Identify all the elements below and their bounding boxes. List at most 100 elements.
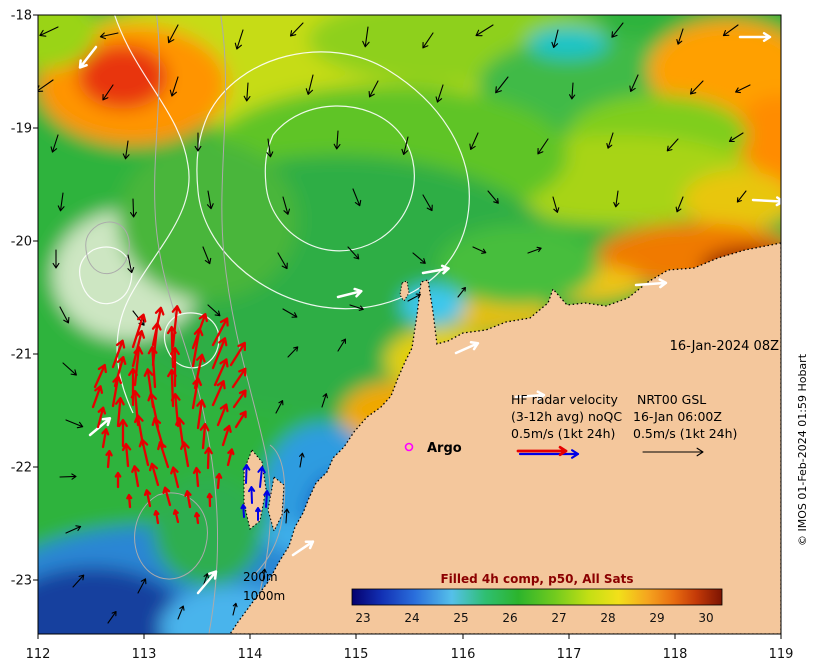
gsl-vector-arrow xyxy=(422,32,434,49)
sst-patch xyxy=(153,476,263,586)
gsl-vector-arrow xyxy=(537,138,549,155)
y-tick-label: -22 xyxy=(11,461,32,476)
hf-radar-vector-arrow xyxy=(114,471,122,489)
hf-radar-vector-arrow-blue xyxy=(257,466,266,488)
hf-radar-vector-arrow xyxy=(192,466,201,488)
hf-radar-vector-arrow-blue xyxy=(248,486,256,504)
gsl-vector-arrow xyxy=(606,132,614,149)
gsl-vector-arrow xyxy=(611,22,624,38)
gsl-vector-arrow xyxy=(722,24,739,37)
hf-radar-vector-arrow xyxy=(196,399,206,430)
hf-radar-vector-arrow xyxy=(138,438,150,467)
argo-label: Argo xyxy=(427,441,462,456)
hf-radar-vector-arrow xyxy=(157,441,170,469)
gsl-vector-arrow xyxy=(282,196,291,215)
hf-radar-vector-arrow xyxy=(232,389,247,409)
hf-radar-vector-arrow xyxy=(111,375,123,408)
white-current-arrow xyxy=(336,287,363,299)
white-current-arrow xyxy=(751,196,781,207)
y-axis-labels: -18 -19 -20 -21 -22 -23 xyxy=(11,9,32,589)
hf-radar-vector-arrow xyxy=(147,345,158,389)
white-current-arrow xyxy=(634,278,668,289)
gsl-vector-arrow xyxy=(337,338,346,352)
gsl-vector-arrow xyxy=(666,138,679,152)
gsl-vector-arrow xyxy=(275,400,284,414)
gsl-vector-arrow xyxy=(232,602,238,616)
cb-tick: 28 xyxy=(600,611,615,625)
hf-radar-vector-arrow xyxy=(221,424,232,447)
cb-tick: 26 xyxy=(502,611,517,625)
hf-radar-vector-arrow xyxy=(231,367,247,389)
gsl-vector-arrow xyxy=(206,190,214,210)
hf-radar-vector-arrow xyxy=(96,406,107,429)
gsl-vector-arrow xyxy=(52,249,60,269)
hf-radar-vector-arrow xyxy=(206,492,213,508)
hf-radar-vector-arrow xyxy=(131,465,140,488)
gsl-vector-arrow xyxy=(676,28,684,45)
gsl-vector-arrow xyxy=(234,29,244,50)
gsl-vector-arrow xyxy=(283,508,290,524)
gsl-vector-arrow xyxy=(352,188,362,207)
gsl-vector-arrow xyxy=(122,140,130,160)
y-tick-label: -20 xyxy=(11,235,32,250)
gsl-vector-arrow xyxy=(167,24,179,44)
gsl-vector-arrow xyxy=(475,24,494,37)
gsl-vector-arrow xyxy=(282,308,298,318)
colorbar: Filled 4h comp, p50, All Sats 23 24 25 2… xyxy=(351,572,723,625)
hf-legend-line2: (3-12h avg) noQC xyxy=(511,409,622,424)
argo-circle-icon xyxy=(404,442,414,452)
gsl-vector-arrow xyxy=(613,190,620,208)
gsl-vector-arrow xyxy=(347,246,360,260)
cb-tick: 23 xyxy=(355,611,370,625)
gsl-vector-arrow xyxy=(39,26,59,37)
hf-radar-vector-arrow xyxy=(211,317,229,347)
argo-float-marker: Argo xyxy=(404,441,462,456)
gsl-vector-arrow xyxy=(194,132,202,152)
x-tick-label: 119 xyxy=(769,647,794,662)
hf-radar-vector-arrow-blue xyxy=(263,490,271,508)
gsl-vector-arrow xyxy=(130,198,137,218)
gsl-vector-arrow xyxy=(207,304,221,317)
gsl-vector-arrow xyxy=(736,190,747,203)
gsl-vector-arrow xyxy=(50,134,59,153)
depth-contour-labels: 200m 1000m xyxy=(243,570,285,603)
cb-tick: 30 xyxy=(698,611,713,625)
axis-ticks xyxy=(33,14,782,639)
gsl-vector-arrow xyxy=(127,254,135,274)
gsl-vector-arrow xyxy=(266,138,274,158)
sst-patch xyxy=(683,170,781,230)
gsl-vector-arrow xyxy=(527,246,542,254)
gsl-vector-arrow xyxy=(689,80,704,95)
gsl-vector-arrow xyxy=(72,574,85,588)
hf-radar-vector-arrow xyxy=(211,337,228,370)
gsl-vector-arrow xyxy=(675,196,684,213)
gsl-vector-arrow xyxy=(59,473,77,480)
hf-radar-vector-arrow xyxy=(162,486,172,507)
hf-radar-vector-arrow xyxy=(193,353,206,390)
gsl-vector-arrow xyxy=(552,196,560,213)
sst-patch xyxy=(528,27,608,59)
gsl-vector-arrow xyxy=(321,393,328,408)
colorbar-tick-labels: 23 24 25 26 27 28 29 30 xyxy=(355,611,713,625)
gsl-vector-arrow xyxy=(289,22,304,37)
copyright-label: © IMOS 01-Feb-2024 01:59 Hobart xyxy=(796,353,809,546)
hf-radar-vector-arrow xyxy=(153,510,160,525)
hf-radar-vector-arrow xyxy=(121,442,132,468)
gsl-vector-arrow xyxy=(401,136,409,156)
gsl-vector-arrow xyxy=(472,246,487,254)
gsl-vector-arrow xyxy=(551,29,559,49)
mainland-polygon xyxy=(229,242,781,634)
cb-tick: 25 xyxy=(453,611,468,625)
gsl-vector-arrow xyxy=(261,568,267,582)
gsl-vector-arrow xyxy=(333,130,341,150)
hf-radar-vector-arrow xyxy=(216,403,229,427)
plot-border xyxy=(37,14,782,635)
gsl-vector-arrow xyxy=(243,82,251,102)
colorbar-title: Filled 4h comp, p50, All Sats xyxy=(440,572,633,586)
white-current-arrow xyxy=(421,264,450,275)
y-tick-label: -19 xyxy=(11,122,32,137)
sst-patch xyxy=(648,20,781,120)
gsl-vector-arrow xyxy=(305,74,314,95)
gsl-vector-arrow xyxy=(177,605,185,620)
